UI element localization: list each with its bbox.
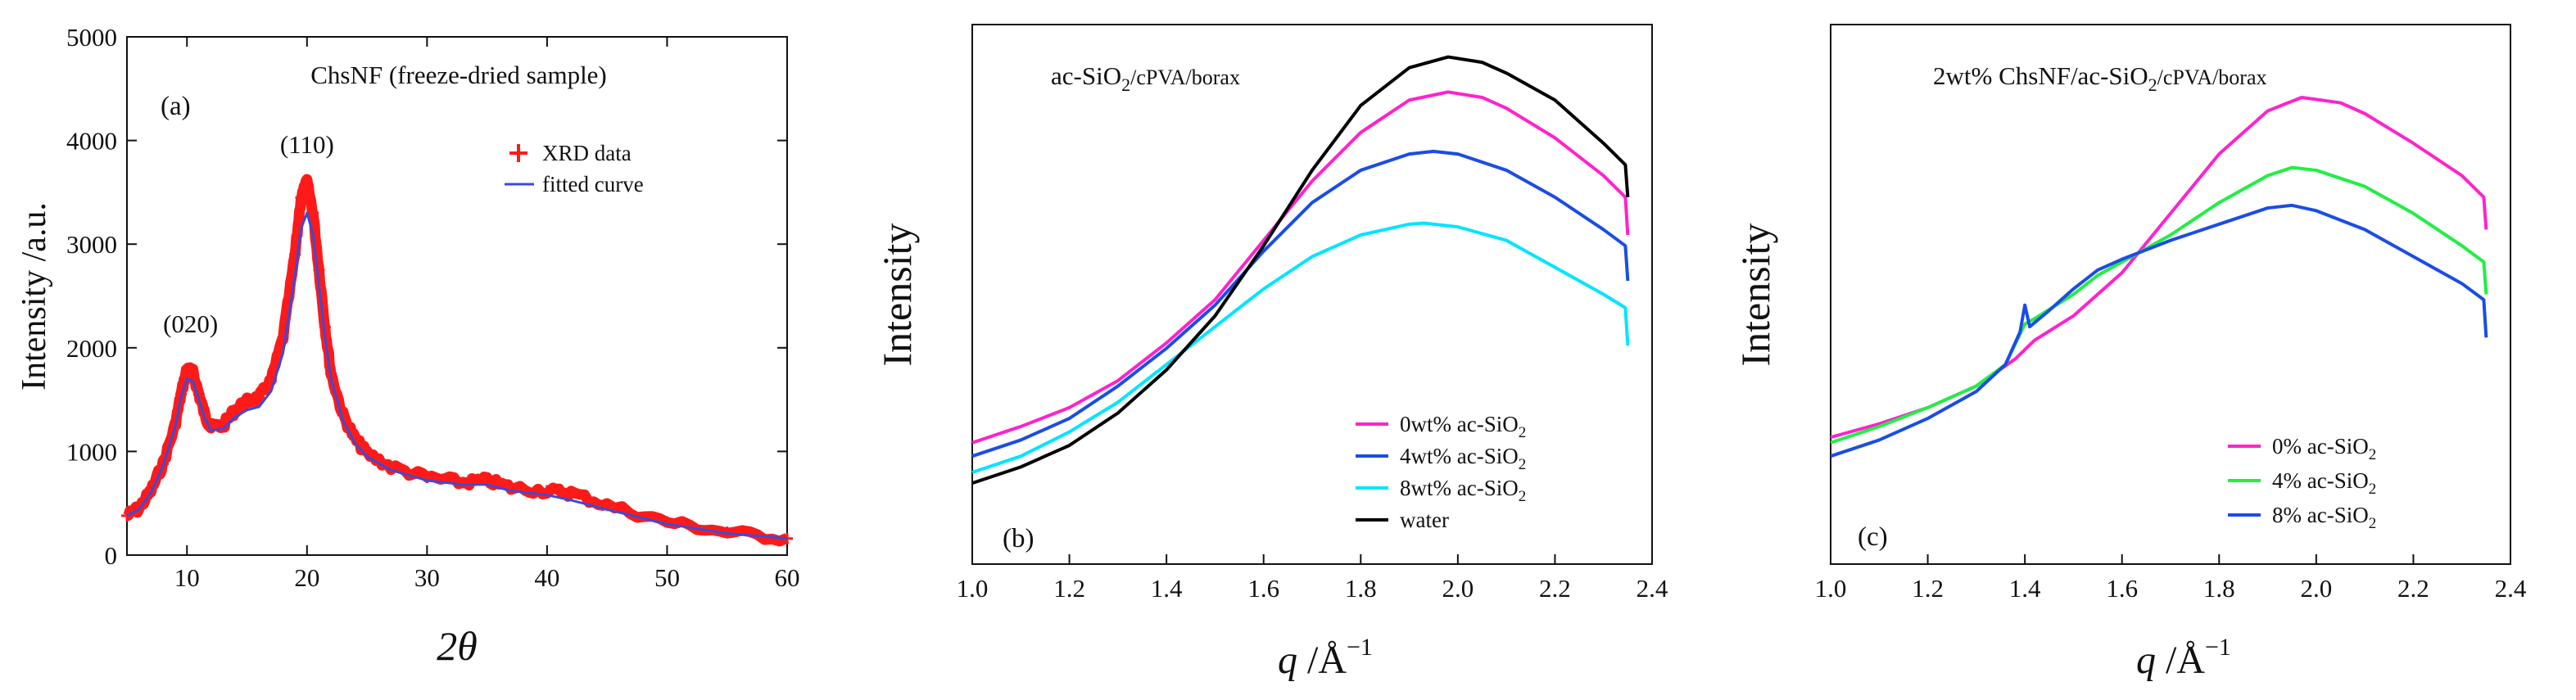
panel-b-axes: 1.0 1.2 1.4 1.6 1.8 2.0 2.2 2.4 (957, 554, 1668, 603)
panel-b-xtick-label: 1.8 (1345, 574, 1377, 603)
panel-b-xtick-label: 1.0 (957, 574, 989, 603)
panel-a-xtick-label: 20 (294, 563, 319, 592)
panel-c-xtick-label: 1.4 (2009, 574, 2041, 603)
panel-b-label: (b) (1003, 524, 1034, 553)
panel-c-xtick-label: 1.6 (2106, 574, 2138, 603)
panel-c-legend: 0% ac-SiO2 4% ac-SiO2 8% ac-SiO2 (2228, 434, 2376, 532)
panel-c-xtick-label: 1.2 (1912, 574, 1944, 603)
legend-label: 0wt% ac-SiO2 (1400, 412, 1526, 441)
legend-label: 8% ac-SiO2 (2272, 503, 2376, 532)
xrd-data-point (277, 332, 289, 344)
panel-c-series (1830, 95, 2488, 458)
xrd-data-point (301, 176, 313, 188)
legend-label-xrd-data: XRD data (542, 141, 632, 165)
xrd-data-point (181, 363, 193, 375)
legend-label-fitted-curve: fitted curve (542, 172, 644, 196)
xrd-data-point (565, 487, 577, 499)
panel-b-xtick-label: 2.2 (1539, 574, 1571, 603)
panel-a-label: (a) (161, 92, 191, 121)
panel-a-legend: XRD data fitted curve (505, 141, 644, 196)
panel-b-xlabel: q /Å−1 (1278, 634, 1373, 682)
annotation-020: (020) (163, 309, 218, 338)
panel-b-xtick-label: 2.0 (1442, 574, 1474, 603)
xrd-data-point (307, 207, 319, 219)
panel-c-xtick-label: 2.4 (2495, 574, 2527, 603)
xrd-data-point (457, 476, 469, 489)
annotation-110: (110) (280, 130, 334, 159)
legend-label: 0% ac-SiO2 (2272, 434, 2376, 463)
panel-a-ylabel: Intensity /a.u. (16, 202, 53, 391)
panel-a-axes: 10 20 30 40 50 60 0 1000 2000 3000 4000 5000 (66, 23, 800, 592)
xrd-data-point (229, 404, 241, 416)
panel-a-frame (126, 36, 788, 556)
panel-c-xtick-label: 1.8 (2203, 574, 2235, 603)
panel-a-xrd-chart: 10 20 30 40 50 60 0 1000 2000 3000 4000 5000 ChsNF … (16, 23, 800, 669)
panel-c-ylabel: Intensity (1732, 224, 1778, 367)
series-8-ac-sio2 (1830, 203, 2488, 458)
panel-a-title: ChsNF (freeze-dried sample) (310, 61, 607, 89)
series-xrd-data-band (123, 174, 790, 547)
xrd-data-point (253, 391, 265, 404)
series-8wt-ac-sio2 (971, 221, 1630, 474)
panel-b-frame (971, 24, 1653, 565)
series-4wt-ac-sio2 (971, 149, 1630, 458)
series-0-ac-sio2 (1830, 95, 2488, 440)
legend-label: 8wt% ac-SiO2 (1400, 476, 1526, 505)
panel-a-xtick-label: 30 (414, 563, 440, 592)
panel-a-ytick-label: 0 (105, 541, 118, 570)
panel-a-ytick-label: 1000 (66, 437, 117, 466)
panel-b-xtick-label: 1.6 (1247, 574, 1279, 603)
panel-b-saxs-chart: 1.0 1.2 1.4 1.6 1.8 2.0 2.2 2.4 ac-SiO2/cPVA/bo… (874, 24, 1668, 682)
panel-a-xtick-label: 50 (654, 563, 680, 592)
panel-c-xlabel: q /Å−1 (2136, 634, 2231, 682)
panel-b-series (971, 55, 1630, 485)
panel-a-series (121, 174, 793, 547)
panel-a-ytick-label: 5000 (66, 23, 117, 52)
legend-label: water (1400, 508, 1449, 532)
panel-b-xtick-label: 1.2 (1053, 574, 1085, 603)
panel-c-axes: 1.0 1.2 1.4 1.6 1.8 2.0 2.2 2.4 (1815, 554, 2527, 603)
series-water (971, 55, 1630, 485)
panel-c-xtick-label: 2.0 (2300, 574, 2332, 603)
panel-c-xtick-label: 2.2 (2397, 574, 2429, 603)
panel-c-frame (1830, 24, 2511, 565)
panel-b-xtick-label: 1.4 (1151, 574, 1183, 603)
legend-label: 4% ac-SiO2 (2272, 468, 2376, 498)
panel-a-xtick-label: 10 (174, 563, 200, 592)
xrd-data-point (187, 367, 199, 379)
panel-c-saxs-chart: 1.0 1.2 1.4 1.6 1.8 2.0 2.2 2.4 2wt% ChsNF/ac-S… (1732, 24, 2527, 682)
panel-b-legend: 0wt% ac-SiO2 4wt% ac-SiO2 8wt% ac-SiO2 wate… (1356, 412, 1526, 532)
panel-c-xtick-label: 1.0 (1815, 574, 1847, 603)
legend-label: 4wt% ac-SiO2 (1400, 444, 1526, 473)
panel-b-ylabel: Intensity (874, 224, 920, 367)
series-0wt-ac-sio2 (971, 90, 1630, 445)
panel-c-label: (c) (1858, 522, 1888, 552)
panel-a-xtick-label: 40 (534, 563, 559, 592)
xrd-data-point (313, 264, 325, 276)
panel-b-title: ac-SiO2/cPVA/borax (1051, 61, 1240, 95)
panel-a-ytick-label: 3000 (66, 230, 117, 259)
series-4-ac-sio2 (1830, 165, 2488, 445)
panel-b-xtick-label: 2.4 (1637, 574, 1668, 603)
panel-a-xlabel: 2θ (437, 623, 478, 669)
panel-a-ytick-label: 4000 (66, 127, 117, 156)
xrd-data-point (241, 395, 253, 408)
panel-a-xtick-label: 60 (775, 563, 800, 592)
panel-a-ytick-label: 2000 (66, 334, 117, 363)
panel-c-title: 2wt% ChsNF/ac-SiO2/cPVA/borax (1933, 61, 2267, 95)
series-fitted-curve (126, 211, 788, 540)
xrd-data-point (295, 192, 307, 204)
